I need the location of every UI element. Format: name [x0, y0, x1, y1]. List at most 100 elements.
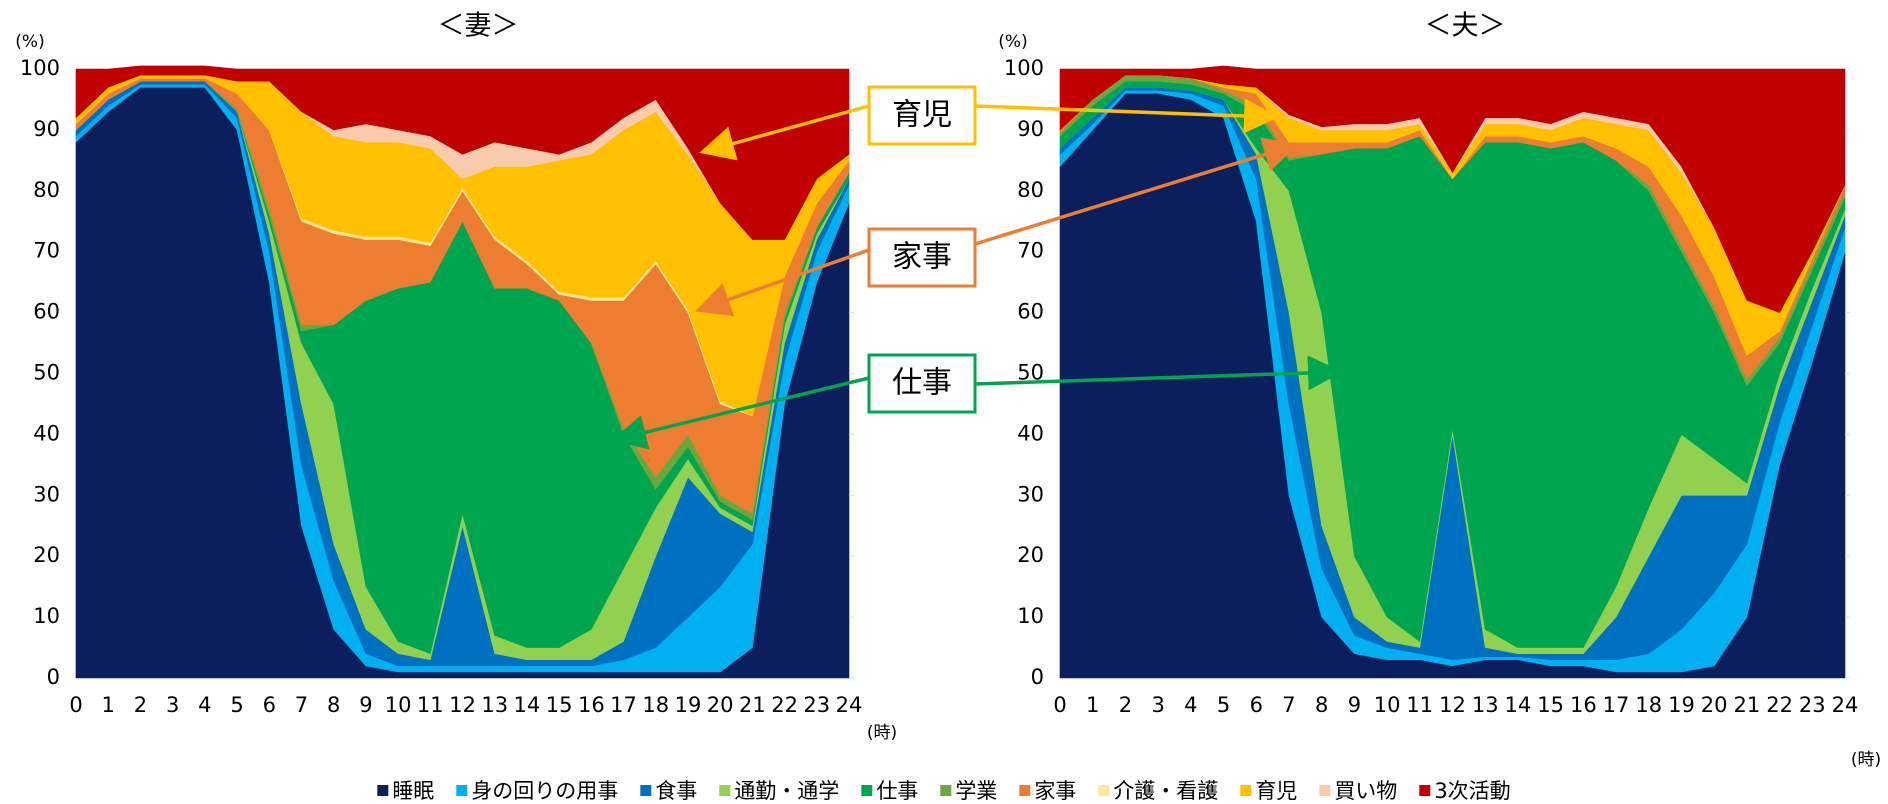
legend-swatch — [456, 785, 468, 796]
y-axis-unit: (%) — [15, 32, 44, 52]
x-tick-label: 12 — [1439, 693, 1466, 717]
x-axis-unit: (時) — [867, 723, 897, 743]
x-tick-label: 2 — [134, 693, 147, 717]
x-tick-label: 10 — [1374, 693, 1401, 717]
y-tick-label: 20 — [1017, 543, 1044, 567]
x-tick-label: 4 — [198, 693, 211, 717]
y-tick-label: 60 — [1017, 300, 1044, 324]
x-tick-label: 23 — [803, 693, 830, 717]
annotation: 育児 — [892, 98, 952, 133]
y-tick-label: 0 — [47, 665, 60, 689]
x-tick-label: 17 — [1603, 693, 1630, 717]
x-tick-label: 3 — [1151, 693, 1164, 717]
chart-title: ＜夫＞ — [1425, 11, 1506, 42]
y-tick-label: 0 — [1031, 665, 1044, 689]
x-tick-label: 13 — [1472, 693, 1499, 717]
y-tick-label: 20 — [33, 543, 60, 567]
area — [1059, 65, 1846, 313]
y-tick-label: 70 — [1017, 239, 1044, 263]
y-tick-label: 70 — [33, 239, 60, 263]
x-tick-label: 23 — [1799, 693, 1826, 717]
legend-swatch — [377, 785, 389, 796]
y-tick-label: 100 — [20, 56, 60, 80]
legend-swatch — [1098, 785, 1110, 796]
y-tick-label: 30 — [33, 482, 60, 506]
x-tick-label: 15 — [1537, 693, 1564, 717]
legend-swatch — [1019, 785, 1031, 796]
x-tick-label: 16 — [578, 693, 605, 717]
area — [75, 65, 850, 240]
legend-label: 睡眠 — [392, 779, 434, 803]
x-tick-label: 21 — [739, 693, 766, 717]
legend-swatch — [1319, 785, 1331, 796]
y-tick-label: 100 — [1004, 56, 1044, 80]
legend-swatch — [861, 785, 873, 796]
x-tick-label: 9 — [359, 693, 372, 717]
x-tick-label: 2 — [1119, 693, 1132, 717]
annotations: 育児 家事 仕事 — [611, 85, 1343, 450]
x-tick-label: 13 — [481, 693, 508, 717]
annotation: 仕事 — [892, 366, 952, 401]
x-tick-label: 0 — [1053, 693, 1066, 717]
legend-swatch — [1419, 785, 1431, 796]
y-axis-unit: (%) — [998, 32, 1027, 52]
y-tick-label: 50 — [33, 361, 60, 385]
x-tick-label: 11 — [417, 693, 444, 717]
x-tick-label: 6 — [1250, 693, 1263, 717]
x-tick-label: 7 — [1282, 693, 1295, 717]
x-tick-label: 5 — [230, 693, 243, 717]
x-tick-label: 24 — [836, 693, 863, 717]
y-tick-label: 10 — [1017, 604, 1044, 628]
x-tick-label: 21 — [1734, 693, 1761, 717]
legend-swatch — [1240, 785, 1252, 796]
x-tick-label: 20 — [707, 693, 734, 717]
x-tick-label: 14 — [1505, 693, 1532, 717]
x-tick-label: 10 — [385, 693, 412, 717]
x-tick-label: 24 — [1832, 693, 1859, 717]
x-tick-label: 22 — [1766, 693, 1793, 717]
chart-title: ＜妻＞ — [438, 11, 519, 42]
legend-label: 通勤・通学 — [734, 779, 839, 803]
x-tick-label: 1 — [102, 693, 115, 717]
legend-label: 3次活動 — [1434, 779, 1510, 803]
x-axis-unit: (時) — [1851, 750, 1881, 770]
legend-label: 家事 — [1034, 779, 1076, 803]
x-tick-label: 16 — [1570, 693, 1597, 717]
legend: 睡眠 身の回りの用事 食事 通勤・通学 仕事 学業 家事 介護・看護 育児 買い物 3次活動 — [377, 779, 1511, 803]
x-tick-label: 22 — [771, 693, 798, 717]
arrow — [974, 98, 1279, 134]
x-tick-label: 15 — [546, 693, 573, 717]
x-tick-label: 19 — [1668, 693, 1695, 717]
y-tick-label: 40 — [1017, 421, 1044, 445]
x-tick-label: 17 — [610, 693, 637, 717]
x-tick-label: 8 — [327, 693, 340, 717]
y-tick-label: 90 — [33, 117, 60, 141]
legend-swatch — [640, 785, 652, 796]
arrow — [974, 355, 1343, 391]
legend-label: 仕事 — [876, 779, 918, 803]
annotation: 家事 — [892, 240, 952, 275]
x-tick-label: 19 — [675, 693, 702, 717]
x-tick-label: 11 — [1406, 693, 1433, 717]
x-tick-label: 20 — [1701, 693, 1728, 717]
x-tick-label: 1 — [1086, 693, 1099, 717]
y-tick-label: 10 — [33, 604, 60, 628]
x-tick-label: 5 — [1217, 693, 1230, 717]
x-tick-label: 0 — [69, 693, 82, 717]
legend-label: 介護・看護 — [1113, 779, 1218, 803]
y-tick-label: 40 — [33, 421, 60, 445]
arrow — [695, 248, 870, 317]
annotation-box — [867, 353, 977, 414]
x-tick-label: 8 — [1315, 693, 1328, 717]
legend-label: 食事 — [655, 779, 697, 803]
annotation-box — [867, 227, 977, 288]
y-tick-label: 80 — [1017, 178, 1044, 202]
x-tick-label: 6 — [263, 693, 276, 717]
y-tick-label: 80 — [33, 178, 60, 202]
arrow — [974, 137, 1299, 246]
annotation-box — [867, 85, 977, 146]
legend-label: 身の回りの用事 — [471, 779, 618, 803]
